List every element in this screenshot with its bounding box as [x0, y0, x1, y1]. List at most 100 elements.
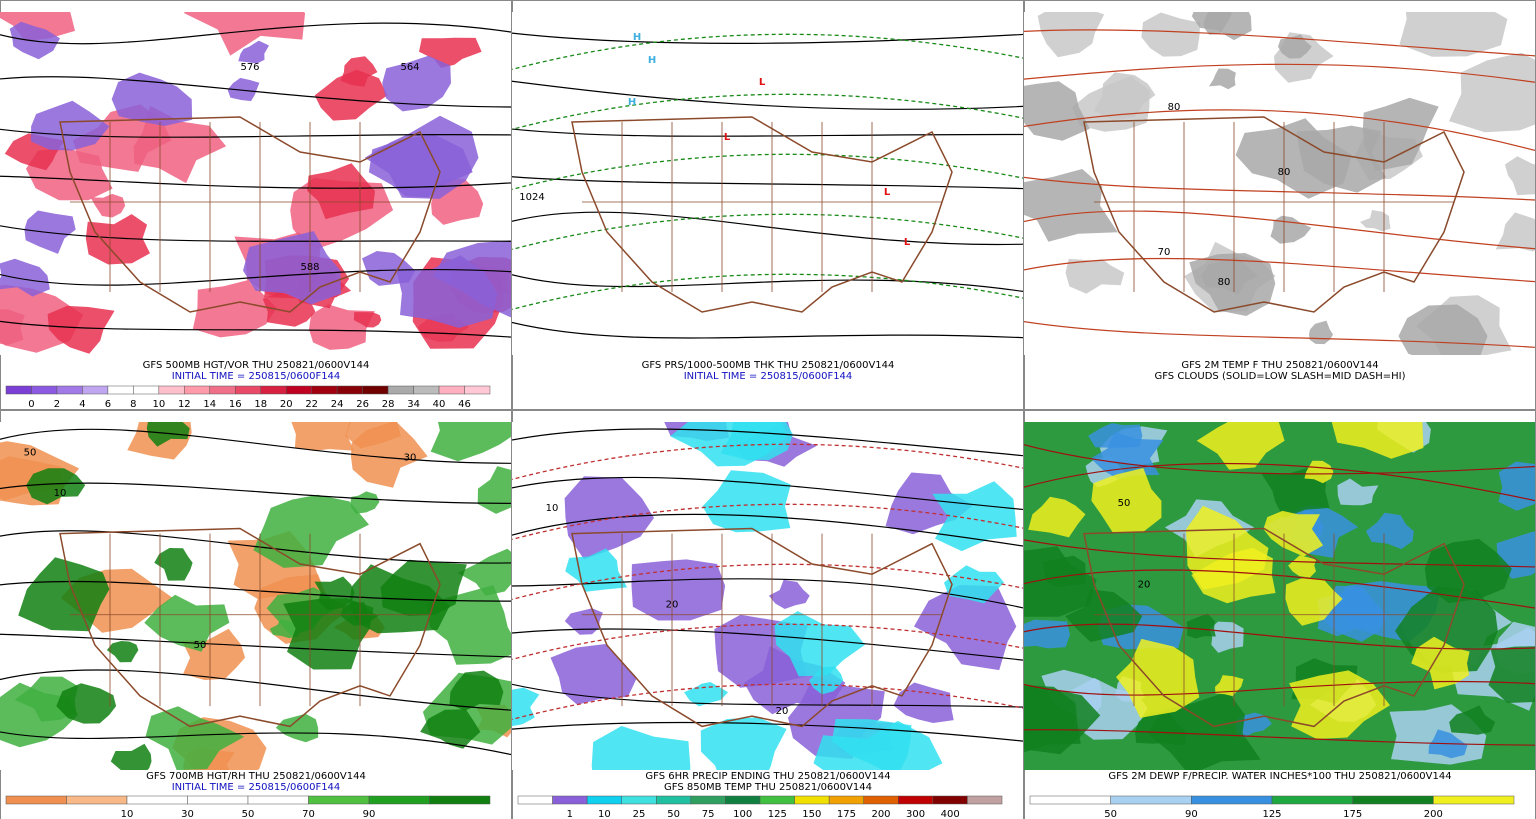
shaded-area: [430, 422, 511, 462]
colorbar-swatch: [311, 385, 338, 395]
shaded-area: [192, 280, 277, 338]
shaded-area: [1028, 496, 1086, 538]
colorbar-label: 50: [1104, 809, 1117, 819]
shaded-area: [1498, 461, 1535, 511]
colorbar-label: 70: [302, 809, 315, 819]
shaded-area: [145, 706, 245, 770]
contour: [1024, 29, 1535, 57]
map: HHHLLLL10161024: [512, 12, 1023, 355]
caption: GFS 2M DEWP F/PRECIP. WATER INCHES*100 T…: [1108, 771, 1451, 782]
caption: INITIAL TIME = 250815/0600F144: [172, 371, 341, 382]
contour: [0, 175, 511, 189]
colorbar-swatch: [31, 385, 58, 395]
colorbar-label: 90: [363, 809, 376, 819]
map-label: 10: [546, 503, 559, 514]
colorbar-swatch: [828, 795, 864, 805]
shaded-area: [457, 548, 511, 596]
map-label: 50: [24, 447, 37, 458]
shaded-area: [420, 709, 481, 749]
shaded-area: [85, 214, 150, 265]
colorbar-label: 18: [254, 399, 267, 410]
contour: [512, 176, 1023, 190]
colorbar-label: 22: [305, 399, 318, 410]
colorbar-label: 25: [633, 809, 646, 819]
shaded-area: [1424, 538, 1512, 604]
contour: [512, 683, 1023, 708]
caption: GFS 850MB TEMP THU 250821/0600V144: [664, 782, 872, 793]
shaded-area: [1141, 12, 1201, 57]
contour: [0, 76, 511, 108]
shaded-area: [1235, 118, 1352, 199]
shaded-area: [133, 105, 227, 184]
shaded-area: [419, 37, 482, 68]
colorbar-swatch: [187, 795, 249, 805]
contour: [1024, 63, 1535, 83]
colorbar-swatch: [209, 385, 236, 395]
shaded-area: [1024, 81, 1090, 141]
map-label: H: [628, 97, 636, 108]
shaded-area: [1043, 555, 1086, 588]
colorbar-label: 50: [242, 809, 255, 819]
shaded-area: [932, 481, 1017, 552]
colorbar-swatch: [368, 795, 430, 805]
colorbar-label: 50: [667, 809, 680, 819]
contour: [0, 580, 511, 602]
map-label: 50: [194, 640, 207, 651]
colorbar-label: 0: [28, 399, 34, 410]
map-label: 10: [54, 488, 67, 499]
colorbar-swatch: [429, 795, 491, 805]
shaded-area: [146, 422, 190, 447]
map-label: L: [884, 187, 891, 198]
colorbar-swatch: [184, 385, 211, 395]
shaded-area: [1359, 210, 1391, 232]
shaded-area: [1203, 12, 1233, 35]
map-label: 80: [1168, 102, 1181, 113]
colorbar-swatch: [235, 385, 261, 395]
shaded-area: [269, 619, 300, 639]
contour-dashed: [512, 623, 1023, 661]
colorbar-swatch: [656, 795, 692, 805]
colorbar-label: 34: [407, 399, 420, 410]
shaded-area: [238, 40, 269, 64]
shaded-area: [1331, 422, 1424, 459]
colorbar-swatch: [413, 385, 440, 395]
shaded-area: [1278, 34, 1312, 59]
shaded-area: [110, 743, 152, 770]
shaded-area: [380, 559, 467, 616]
colorbar-label: 300: [906, 809, 925, 819]
contour: [1024, 320, 1535, 348]
contour: [0, 669, 511, 711]
colorbar-label: 150: [802, 809, 821, 819]
shaded-area: [30, 100, 110, 151]
colorbar-swatch: [362, 385, 389, 395]
shaded-area: [744, 645, 846, 715]
shaded-area: [449, 670, 504, 711]
contour-dashed: [512, 213, 1023, 251]
colorbar-label: 125: [1262, 809, 1281, 819]
shaded-area: [0, 258, 50, 297]
map: 50 20: [1024, 422, 1535, 770]
map-label: 588: [300, 262, 319, 273]
colorbar-label: 40: [433, 399, 446, 410]
contour: [1024, 539, 1535, 568]
contour: [0, 530, 511, 564]
shaded-area: [291, 422, 355, 451]
panel: 50 10 50 30 GFS 700MB HGT/RH THU 250821/0600…: [0, 410, 512, 819]
colorbar-label: 6: [105, 399, 111, 410]
contour: [512, 128, 1023, 137]
colorbar-label: 1: [567, 809, 573, 819]
contour: [1024, 729, 1535, 746]
map-label: L: [759, 77, 766, 88]
shaded-area: [1261, 468, 1330, 518]
map: 80 70 80 80: [1024, 12, 1535, 355]
colorbar-label: 10: [121, 809, 134, 819]
map-label: 576: [240, 62, 259, 73]
shaded-area: [307, 163, 375, 220]
caption: GFS 500MB HGT/VOR THU 250821/0600V144: [143, 360, 370, 371]
shaded-area: [26, 468, 86, 505]
colorbar-swatch: [552, 795, 588, 805]
shaded-area: [1037, 12, 1105, 58]
contour: [0, 428, 511, 464]
colorbar-swatch: [690, 795, 726, 805]
